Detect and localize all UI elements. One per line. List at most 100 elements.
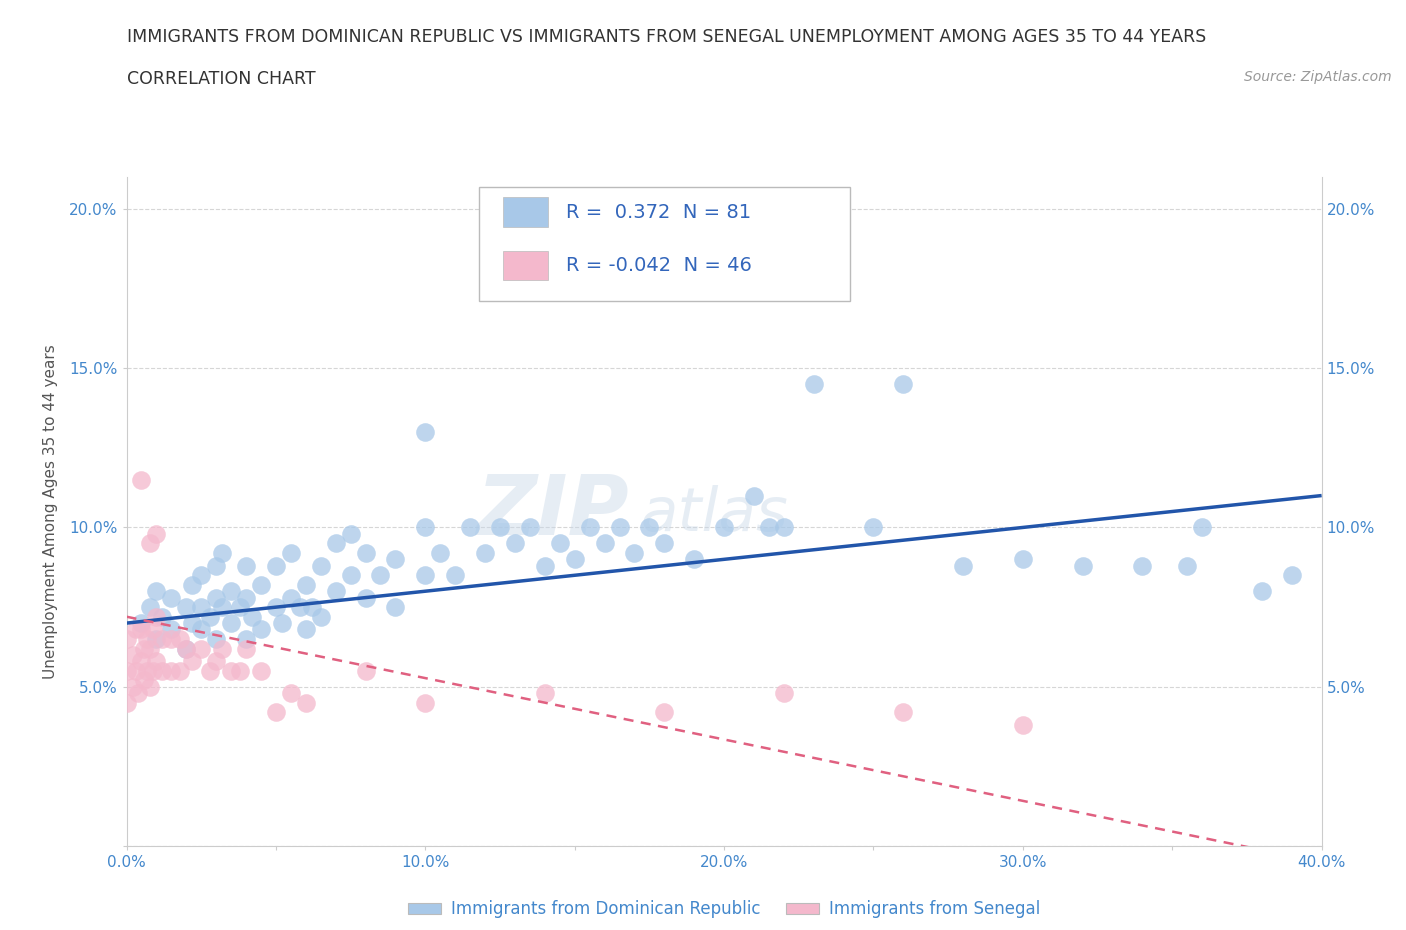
Point	[139, 536, 162, 551]
Point	[152, 663, 174, 678]
Point	[219, 616, 242, 631]
Point	[1071, 558, 1094, 573]
Point	[294, 622, 316, 637]
Point	[489, 520, 512, 535]
Point	[131, 622, 153, 637]
Point	[548, 536, 571, 551]
Point	[115, 663, 138, 678]
Point	[429, 546, 451, 561]
Point	[280, 546, 302, 561]
Point	[250, 578, 273, 592]
Point	[288, 600, 311, 615]
Point	[758, 520, 780, 535]
Point	[370, 568, 392, 583]
Point	[354, 546, 377, 561]
Point	[309, 558, 332, 573]
Point	[1251, 584, 1274, 599]
Point	[115, 631, 138, 646]
Point	[136, 663, 159, 678]
Point	[145, 526, 167, 541]
Point	[1281, 568, 1303, 583]
Point	[773, 520, 796, 535]
Point	[339, 526, 361, 541]
Point	[1011, 551, 1033, 566]
Point	[181, 578, 204, 592]
Point	[264, 600, 287, 615]
Point	[190, 568, 212, 583]
Point	[893, 705, 915, 720]
Point	[124, 622, 146, 637]
Point	[240, 609, 263, 624]
Point	[219, 584, 242, 599]
Point	[354, 591, 377, 605]
Point	[205, 631, 228, 646]
Point	[121, 647, 143, 662]
Point	[205, 558, 228, 573]
Point	[862, 520, 884, 535]
Point	[134, 641, 156, 656]
Point	[652, 705, 675, 720]
Point	[1011, 718, 1033, 733]
Point	[1191, 520, 1213, 535]
Text: atlas: atlas	[640, 485, 789, 544]
Point	[623, 546, 645, 561]
Point	[235, 641, 257, 656]
Text: Source: ZipAtlas.com: Source: ZipAtlas.com	[1244, 70, 1392, 84]
Point	[160, 631, 183, 646]
Point	[339, 568, 361, 583]
Point	[280, 685, 302, 700]
Point	[294, 696, 316, 711]
Point	[169, 631, 191, 646]
Point	[235, 591, 257, 605]
Legend: Immigrants from Dominican Republic, Immigrants from Senegal: Immigrants from Dominican Republic, Immi…	[401, 894, 1047, 925]
Point	[190, 622, 212, 637]
Point	[534, 685, 557, 700]
Point	[205, 591, 228, 605]
Point	[415, 568, 437, 583]
FancyBboxPatch shape	[479, 187, 849, 300]
Point	[773, 685, 796, 700]
Point	[264, 705, 287, 720]
Point	[127, 685, 149, 700]
FancyBboxPatch shape	[503, 251, 548, 281]
Point	[803, 377, 825, 392]
Point	[152, 631, 174, 646]
Point	[952, 558, 974, 573]
Point	[139, 600, 162, 615]
Point	[250, 622, 273, 637]
Point	[211, 641, 233, 656]
Point	[301, 600, 323, 615]
Point	[503, 536, 526, 551]
Point	[142, 622, 165, 637]
Y-axis label: Unemployment Among Ages 35 to 44 years: Unemployment Among Ages 35 to 44 years	[44, 344, 58, 679]
Point	[519, 520, 541, 535]
Point	[131, 616, 153, 631]
Point	[609, 520, 631, 535]
Point	[139, 680, 162, 695]
Point	[160, 622, 183, 637]
Point	[145, 631, 167, 646]
Point	[136, 631, 159, 646]
Point	[444, 568, 467, 583]
Point	[131, 472, 153, 487]
Point	[309, 609, 332, 624]
Point	[121, 680, 143, 695]
Text: R =  0.372  N = 81: R = 0.372 N = 81	[567, 203, 751, 221]
Point	[205, 654, 228, 669]
Text: R = -0.042  N = 46: R = -0.042 N = 46	[567, 257, 752, 275]
Point	[145, 584, 167, 599]
Point	[458, 520, 481, 535]
Point	[219, 663, 242, 678]
Point	[235, 631, 257, 646]
Point	[384, 600, 406, 615]
Point	[1175, 558, 1198, 573]
Point	[181, 654, 204, 669]
Point	[160, 663, 183, 678]
Point	[280, 591, 302, 605]
Point	[638, 520, 661, 535]
Point	[742, 488, 765, 503]
Point	[683, 551, 706, 566]
Point	[264, 558, 287, 573]
Point	[534, 558, 557, 573]
Point	[229, 663, 252, 678]
